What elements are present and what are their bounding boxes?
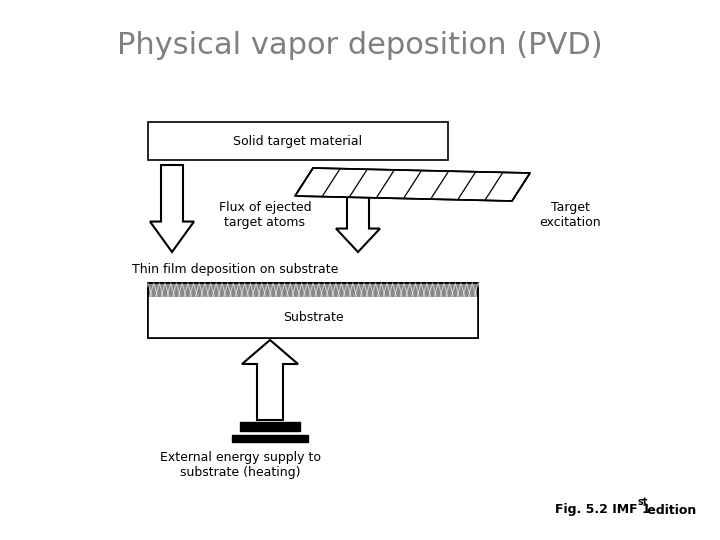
Polygon shape <box>336 185 380 252</box>
Text: edition: edition <box>643 503 696 516</box>
Polygon shape <box>242 340 298 420</box>
Bar <box>148 283 478 338</box>
Bar <box>148 283 478 297</box>
Text: Solid target material: Solid target material <box>233 134 363 147</box>
Text: Thin film deposition on substrate: Thin film deposition on substrate <box>132 264 338 276</box>
Text: Fig. 5.2 IMF 1: Fig. 5.2 IMF 1 <box>555 503 651 516</box>
Text: Physical vapor deposition (PVD): Physical vapor deposition (PVD) <box>117 30 603 59</box>
Text: Substrate: Substrate <box>283 311 343 324</box>
Polygon shape <box>150 165 194 252</box>
Bar <box>148 283 478 338</box>
Text: External energy supply to
substrate (heating): External energy supply to substrate (hea… <box>160 451 320 479</box>
Bar <box>232 435 308 442</box>
Text: Flux of ejected
target atoms: Flux of ejected target atoms <box>219 201 311 229</box>
Polygon shape <box>295 168 530 201</box>
Text: Target
excitation: Target excitation <box>539 201 600 229</box>
Bar <box>148 122 448 160</box>
Text: st: st <box>637 497 647 507</box>
Bar <box>148 297 478 338</box>
Bar <box>240 422 300 431</box>
